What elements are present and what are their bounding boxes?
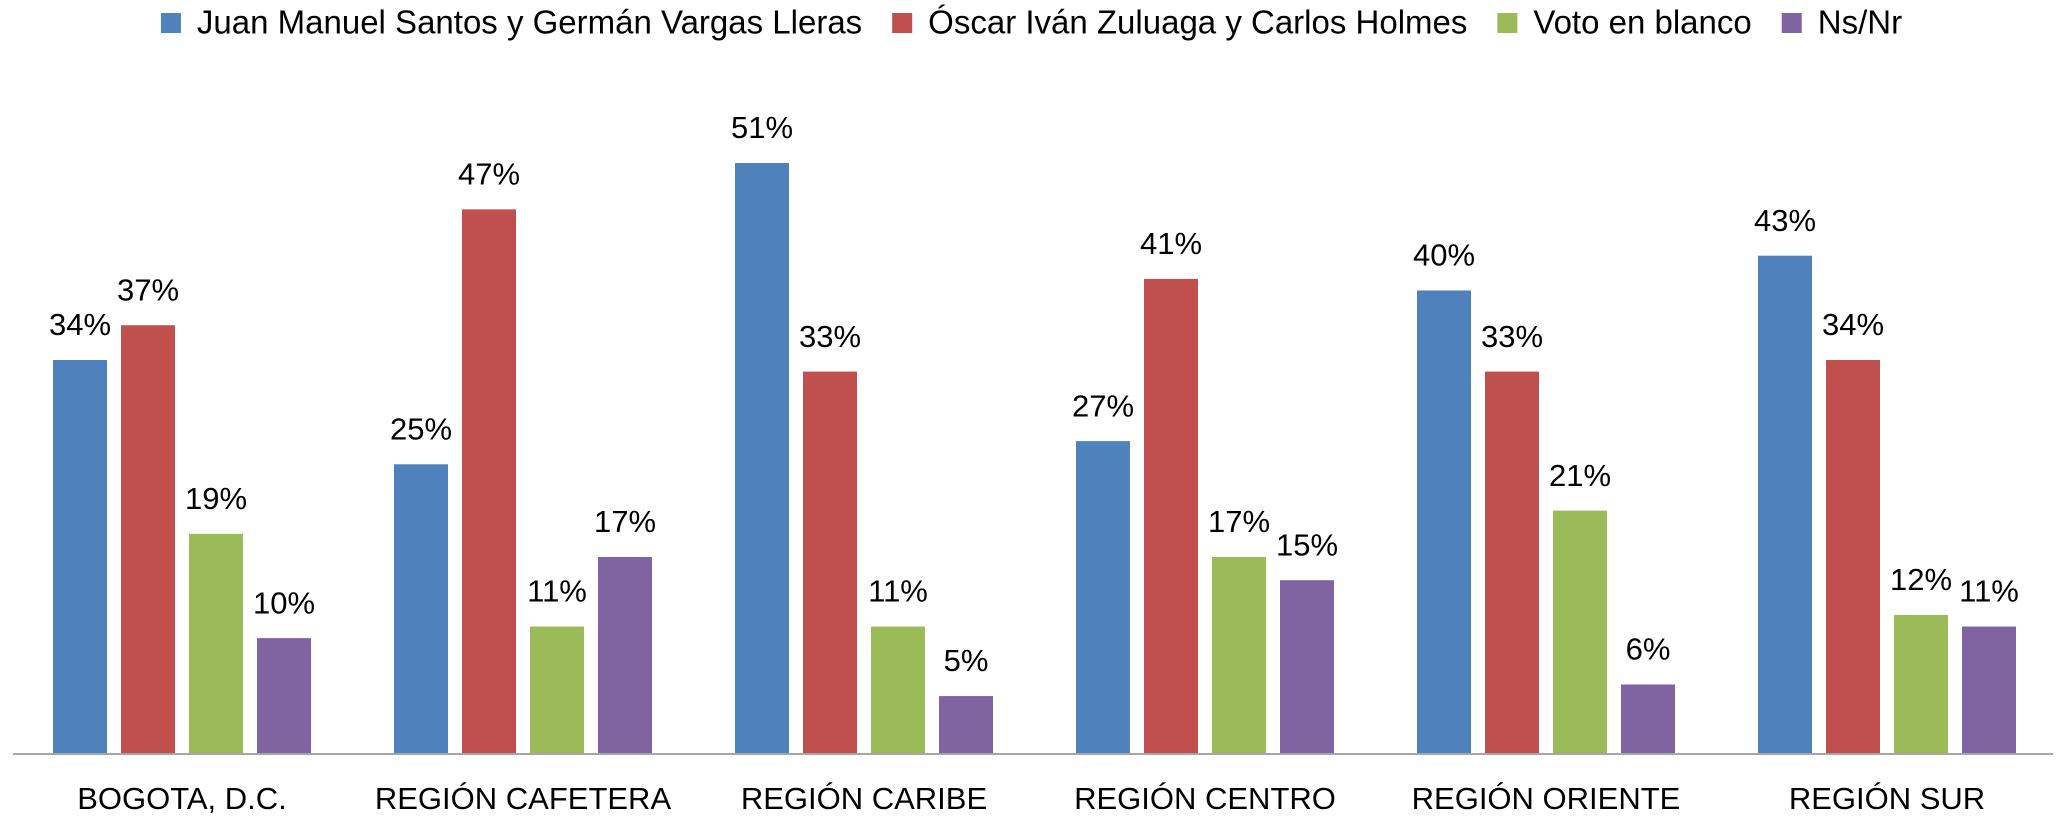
bar	[598, 557, 652, 754]
bar	[53, 360, 107, 754]
value-label: 25%	[390, 411, 452, 446]
bar	[1144, 278, 1198, 754]
legend-swatch	[1781, 13, 1802, 33]
value-label: 5%	[944, 643, 989, 678]
value-label: 40%	[1413, 238, 1475, 273]
bar	[530, 626, 584, 754]
bar	[1280, 580, 1334, 754]
value-label: 33%	[1481, 319, 1543, 354]
value-label: 37%	[117, 272, 179, 307]
bar	[1826, 360, 1880, 754]
value-label: 11%	[1959, 574, 2019, 609]
value-label: 12%	[1890, 562, 1952, 597]
value-label: 27%	[1072, 388, 1134, 423]
bar	[257, 638, 311, 754]
value-label: 6%	[1626, 632, 1671, 667]
value-label: 21%	[1549, 458, 1611, 493]
bar	[1553, 510, 1607, 754]
value-label: 43%	[1754, 203, 1816, 238]
value-label: 15%	[1276, 527, 1338, 562]
value-label: 11%	[527, 574, 587, 609]
bar	[462, 209, 516, 755]
legend: Juan Manuel Santos y Germán Vargas Llera…	[160, 4, 1902, 41]
legend-label: Voto en blanco	[1533, 4, 1751, 41]
bar	[189, 533, 243, 754]
bar	[1962, 626, 2016, 754]
bar	[1758, 255, 1812, 755]
category-label: REGIÓN SUR	[1789, 781, 1985, 816]
bar	[803, 371, 857, 754]
category-label: REGIÓN ORIENTE	[1412, 781, 1681, 816]
value-label: 17%	[594, 504, 656, 539]
bar	[1485, 371, 1539, 754]
bar	[1212, 557, 1266, 754]
value-label: 47%	[458, 157, 520, 192]
bar	[1417, 290, 1471, 754]
bar	[394, 464, 448, 754]
bar	[871, 626, 925, 754]
value-label: 34%	[49, 307, 111, 342]
legend-swatch	[160, 13, 181, 33]
legend-swatch	[1497, 13, 1518, 33]
value-label: 10%	[253, 585, 315, 620]
category-label: BOGOTA, D.C.	[77, 781, 287, 816]
value-label: 33%	[799, 319, 861, 354]
legend-label: Juan Manuel Santos y Germán Vargas Llera…	[197, 4, 862, 41]
category-label: REGIÓN CENTRO	[1074, 781, 1336, 816]
bar	[1621, 684, 1675, 754]
value-label: 51%	[731, 110, 793, 145]
value-label: 17%	[1208, 504, 1270, 539]
category-label: REGIÓN CARIBE	[741, 781, 987, 816]
bar	[939, 696, 993, 754]
value-label: 19%	[185, 481, 247, 516]
bar	[1894, 614, 1948, 754]
legend-swatch	[892, 13, 913, 33]
bar	[121, 325, 175, 754]
legend-label: Ns/Nr	[1818, 4, 1902, 41]
value-label: 34%	[1822, 307, 1884, 342]
value-label: 11%	[868, 574, 928, 609]
category-label: REGIÓN CAFETERA	[375, 781, 672, 816]
value-label: 41%	[1140, 226, 1202, 261]
legend-label: Óscar Iván Zuluaga y Carlos Holmes	[928, 4, 1467, 41]
bar	[1076, 441, 1130, 754]
bar	[735, 163, 789, 754]
